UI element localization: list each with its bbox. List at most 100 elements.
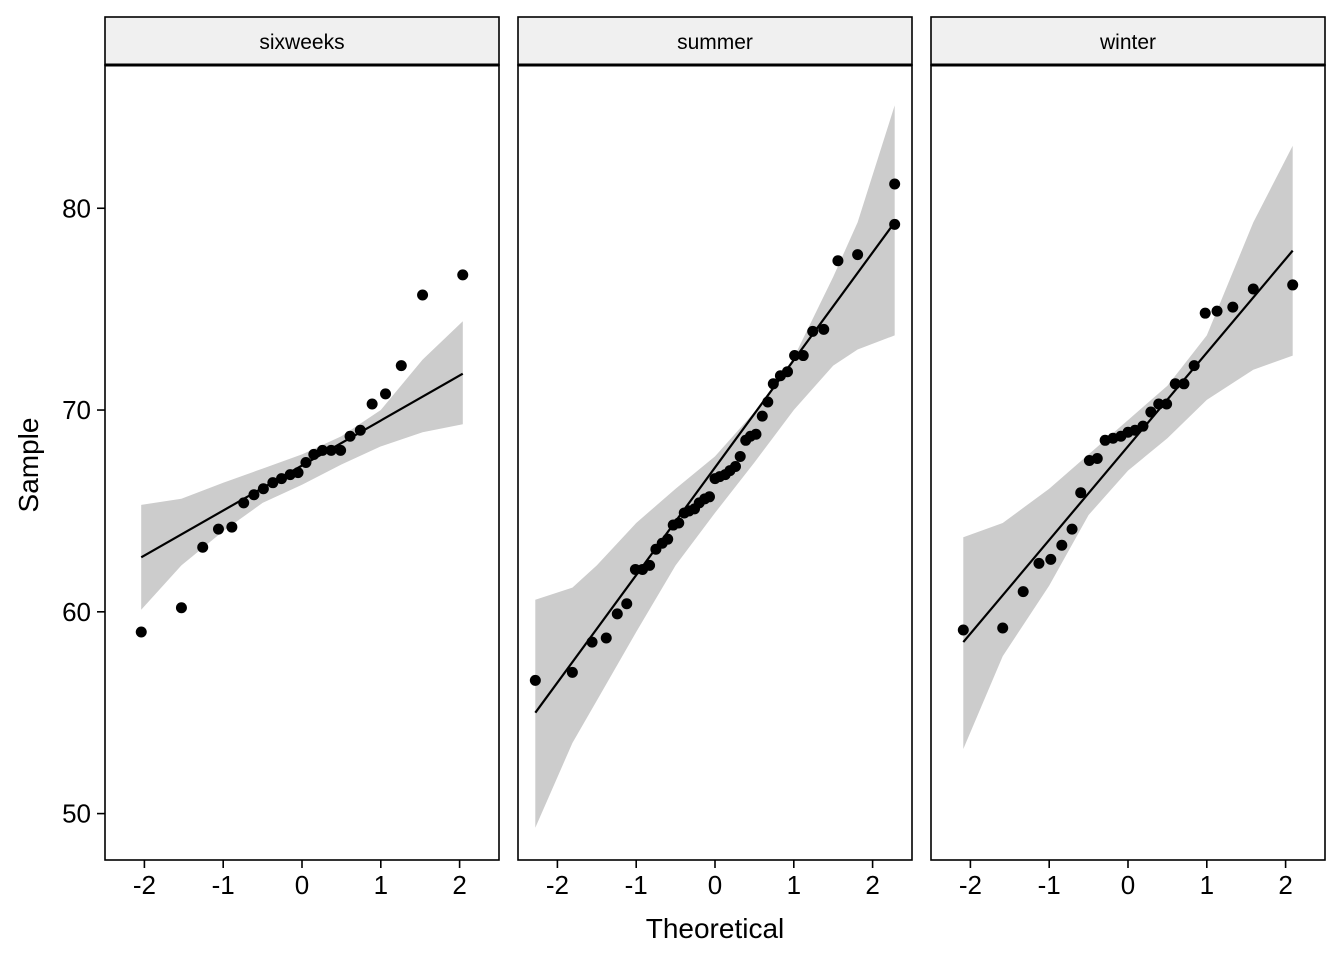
data-point (1091, 452, 1103, 464)
data-point (529, 674, 541, 686)
x-tick-label: 2 (452, 870, 466, 900)
data-point (586, 636, 598, 648)
data-point (703, 491, 715, 503)
data-point (457, 269, 469, 281)
data-point (621, 598, 633, 610)
y-tick-label: 50 (62, 799, 91, 829)
y-tick-label: 70 (62, 395, 91, 425)
x-tick-label: -1 (1038, 870, 1061, 900)
x-tick-label: 2 (1278, 870, 1292, 900)
data-point (1161, 398, 1173, 410)
data-point (1145, 406, 1157, 418)
x-tick-label: 0 (708, 870, 722, 900)
data-point (1211, 305, 1223, 317)
data-point (212, 523, 224, 535)
data-point (729, 461, 741, 473)
data-point (997, 622, 1009, 634)
reference-line (534, 221, 896, 714)
data-point (257, 483, 269, 495)
data-point (238, 497, 250, 509)
data-point (248, 489, 260, 501)
data-point (1056, 539, 1068, 551)
data-point (807, 325, 819, 337)
x-tick-label: 0 (1121, 870, 1135, 900)
facet-strip-label: summer (677, 31, 753, 54)
y-axis-title: Sample (13, 418, 44, 513)
data-point (395, 360, 407, 372)
data-point (889, 218, 901, 230)
data-point (1188, 360, 1200, 372)
data-point (1227, 301, 1239, 313)
data-point (818, 323, 830, 335)
data-point (762, 396, 774, 408)
data-point (1153, 398, 1165, 410)
data-point (832, 255, 844, 267)
data-point (366, 398, 378, 410)
x-tick-label: -2 (133, 870, 156, 900)
facet-panel-winter: winter -2 -1 0 1 2 (930, 16, 1326, 900)
data-point (1075, 487, 1087, 499)
data-point (267, 477, 279, 489)
data-point (335, 444, 347, 456)
data-point (957, 624, 969, 636)
facet-panel-summer: summer -2 -1 0 1 2 (517, 16, 913, 900)
data-point (644, 559, 656, 571)
x-tick-label: 1 (787, 870, 801, 900)
data-point (852, 249, 864, 261)
x-tick-label: 2 (865, 870, 879, 900)
reference-line (962, 249, 1294, 643)
data-point (1033, 557, 1045, 569)
data-point (300, 457, 312, 468)
x-axis-title: Theoretical (646, 913, 785, 944)
data-point (1066, 523, 1078, 535)
data-point (781, 366, 793, 378)
x-tick-label: 1 (374, 870, 388, 900)
x-tick-label: -2 (959, 870, 982, 900)
data-point (417, 289, 429, 301)
data-point (1178, 378, 1190, 390)
data-point (380, 388, 392, 400)
data-point (226, 521, 238, 533)
data-point (308, 448, 320, 460)
data-point (789, 350, 801, 362)
data-point (611, 608, 623, 620)
data-point (566, 666, 578, 678)
data-point (1199, 307, 1211, 319)
data-point (344, 430, 356, 442)
data-point (316, 444, 328, 456)
data-point (197, 541, 209, 553)
x-tick-label: 0 (295, 870, 309, 900)
data-point (325, 444, 337, 456)
data-point (767, 378, 779, 390)
facet-strip (517, 16, 913, 66)
data-point (889, 178, 901, 190)
data-point (797, 350, 809, 362)
x-tick-label: -1 (212, 870, 235, 900)
data-point (673, 517, 685, 529)
facet-panel-sixweeks: sixweeks -2 -1 0 1 2 50 60 70 80 (62, 16, 500, 900)
data-point (750, 428, 762, 440)
facet-strip-label: winter (1099, 31, 1156, 54)
facet-strip-label: sixweeks (259, 31, 344, 54)
data-point (1247, 283, 1259, 295)
data-point (600, 632, 612, 644)
data-point (354, 424, 366, 436)
x-tick-label: -2 (546, 870, 569, 900)
data-point (1017, 586, 1029, 598)
data-point (1045, 553, 1057, 565)
data-point (175, 602, 187, 614)
data-point (292, 467, 304, 479)
data-point (276, 473, 288, 485)
data-point (756, 410, 768, 422)
data-point (662, 533, 674, 545)
data-point (135, 626, 147, 638)
y-tick-label: 80 (62, 193, 91, 223)
data-point (1287, 279, 1299, 291)
y-tick-label: 60 (62, 597, 91, 627)
x-tick-label: 1 (1200, 870, 1214, 900)
x-tick-label: -1 (625, 870, 648, 900)
data-point (734, 450, 746, 462)
data-point (1169, 378, 1181, 390)
facet-strip (104, 16, 500, 66)
